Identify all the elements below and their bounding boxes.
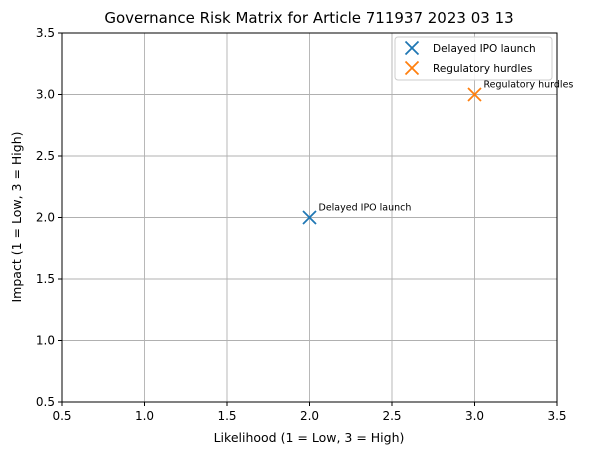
x-marker-stroke	[404, 60, 420, 76]
y-tick-label: 2.5	[36, 149, 55, 163]
data-point	[302, 210, 317, 225]
axis-ticks: 0.5 1.0 1.5 2.0 2.5 3.0 3.5 0.5 1.0 1.5 2.0 2.5 3.0 3…	[36, 26, 567, 423]
x-marker-stroke	[467, 87, 482, 102]
x-tick-label: 1.0	[135, 409, 154, 423]
y-tick-label: 1.5	[36, 272, 55, 286]
legend-box	[394, 36, 553, 81]
y-axis-label: Impact (1 = Low, 3 = High)	[9, 132, 24, 303]
chart-title: Governance Risk Matrix for Article 71193…	[104, 9, 513, 27]
data-point	[467, 87, 482, 102]
point-annotation: Delayed IPO launch	[319, 203, 412, 214]
x-marker-stroke	[404, 40, 420, 56]
y-tick-label: 3.0	[36, 88, 55, 102]
legend-marker	[404, 40, 420, 56]
data-points	[302, 87, 482, 225]
point-annotations: Delayed IPO launch Regulatory hurdles	[319, 80, 574, 214]
x-marker-stroke	[302, 210, 317, 225]
point-annotation: Regulatory hurdles	[484, 80, 574, 91]
x-axis-label: Likelihood (1 = Low, 3 = High)	[214, 430, 405, 445]
y-tick-label: 1.0	[36, 334, 55, 348]
x-tick-label: 1.5	[217, 409, 236, 423]
y-tick-label: 2.0	[36, 211, 55, 225]
y-tick-label: 3.5	[36, 26, 55, 40]
legend-marker	[404, 60, 420, 76]
legend-label: Delayed IPO launch	[433, 43, 536, 55]
y-tick-label: 0.5	[36, 395, 55, 409]
x-tick-label: 3.5	[547, 409, 566, 423]
legend-label: Regulatory hurdles	[433, 63, 532, 75]
x-tick-label: 2.0	[300, 409, 319, 423]
legend: Delayed IPO launch Regulatory hurdles	[394, 36, 553, 81]
x-tick-label: 0.5	[52, 409, 71, 423]
x-tick-label: 2.5	[382, 409, 401, 423]
x-tick-label: 3.0	[465, 409, 484, 423]
plot-frame	[61, 32, 558, 403]
